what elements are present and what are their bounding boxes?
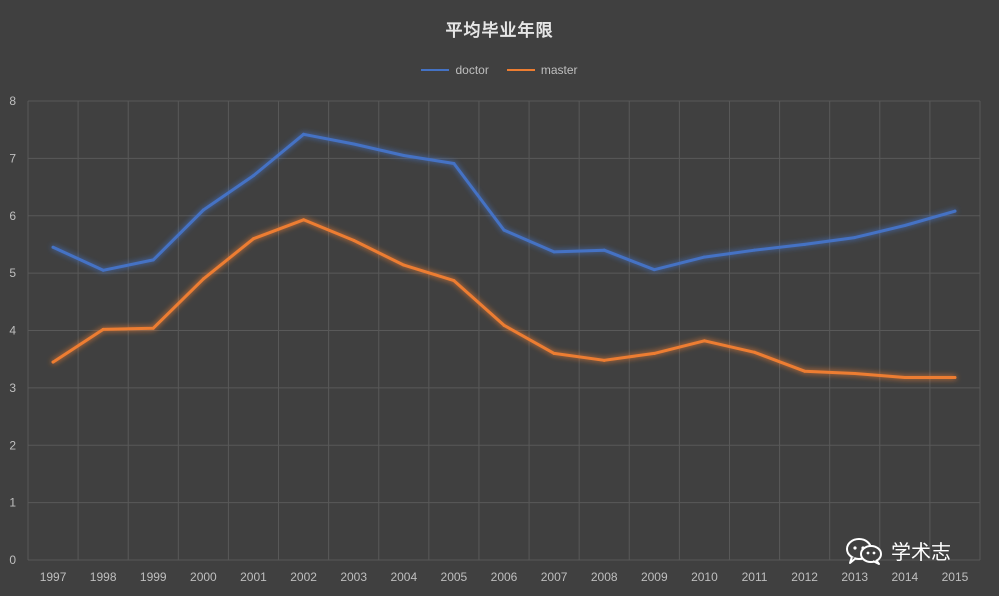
data-point-master (302, 218, 306, 222)
data-point-master (352, 238, 356, 242)
x-tick-label: 1999 (140, 570, 167, 584)
data-point-master (452, 279, 456, 283)
data-point-master (251, 237, 255, 241)
x-tick-label: 2010 (691, 570, 718, 584)
data-point-doctor (302, 132, 306, 136)
data-point-master (953, 376, 957, 380)
data-point-master (903, 376, 907, 380)
data-point-doctor (753, 248, 757, 252)
data-point-doctor (803, 242, 807, 246)
legend-label-doctor: doctor (455, 63, 489, 77)
data-point-doctor (452, 162, 456, 166)
x-tick-label: 2007 (541, 570, 568, 584)
data-point-doctor (201, 208, 205, 212)
data-point-master (502, 323, 506, 327)
series-line-doctor (51, 132, 957, 272)
y-tick-label: 8 (9, 94, 16, 108)
data-point-master (51, 360, 55, 364)
x-tick-label: 1997 (40, 570, 67, 584)
data-point-doctor (652, 268, 656, 272)
x-tick-label: 2008 (591, 570, 618, 584)
y-tick-label: 3 (9, 381, 16, 395)
data-point-doctor (953, 209, 957, 213)
x-tick-label: 2015 (942, 570, 969, 584)
data-point-doctor (702, 255, 706, 259)
y-tick-label: 4 (9, 324, 16, 338)
y-tick-label: 6 (9, 209, 16, 223)
data-point-master (101, 327, 105, 331)
grid (27, 100, 981, 561)
data-point-doctor (51, 245, 55, 249)
data-point-doctor (552, 250, 556, 254)
legend-item-master: master (506, 63, 578, 77)
x-tick-label: 2012 (791, 570, 818, 584)
x-tick-label: 2005 (441, 570, 468, 584)
y-tick-label: 2 (9, 438, 16, 452)
watermark: 学术志 (845, 536, 951, 565)
y-tick-label: 0 (9, 553, 16, 567)
y-tick-label: 7 (9, 151, 16, 165)
data-point-master (402, 263, 406, 267)
data-point-doctor (101, 268, 105, 272)
data-point-master (552, 351, 556, 355)
data-point-master (652, 351, 656, 355)
data-point-doctor (502, 228, 506, 232)
x-tick-label: 2004 (390, 570, 417, 584)
x-tick-label: 2001 (240, 570, 267, 584)
data-point-master (151, 326, 155, 330)
data-point-master (602, 358, 606, 362)
x-tick-label: 2006 (491, 570, 518, 584)
x-axis-ticks: 1997 1998 1999 2000 2001 2002 2003 2004 2005 2006… (40, 570, 969, 584)
y-tick-label: 1 (9, 496, 16, 510)
x-tick-label: 1998 (90, 570, 117, 584)
data-point-doctor (602, 248, 606, 252)
data-point-doctor (402, 154, 406, 158)
legend-swatch-doctor (421, 69, 450, 71)
x-tick-label: 2009 (641, 570, 668, 584)
data-point-master (853, 372, 857, 376)
data-point-doctor (352, 142, 356, 146)
data-point-master (201, 277, 205, 281)
data-point-doctor (853, 236, 857, 240)
data-point-doctor (903, 224, 907, 228)
series-lines (51, 132, 957, 380)
data-point-doctor (151, 258, 155, 262)
data-point-master (753, 350, 757, 354)
wechat-icon (846, 537, 882, 565)
y-tick-label: 5 (9, 266, 16, 280)
data-point-master (803, 369, 807, 373)
x-tick-label: 2003 (340, 570, 367, 584)
chart-title: 平均毕业年限 (445, 21, 554, 41)
data-point-doctor (251, 174, 255, 178)
y-axis-ticks: 0 1 2 3 4 5 6 7 8 (9, 94, 16, 567)
legend-item-doctor: doctor (421, 63, 489, 77)
x-tick-label: 2013 (841, 570, 868, 584)
x-tick-label: 2011 (742, 570, 768, 584)
legend-label-master: master (540, 63, 578, 77)
watermark-text: 学术志 (891, 540, 951, 564)
chart-legend: doctor master (0, 63, 999, 77)
x-tick-label: 2002 (290, 570, 317, 584)
data-point-master (702, 339, 706, 343)
x-tick-label: 2000 (190, 570, 217, 584)
legend-swatch-master (506, 69, 535, 71)
x-tick-label: 2014 (891, 570, 918, 584)
